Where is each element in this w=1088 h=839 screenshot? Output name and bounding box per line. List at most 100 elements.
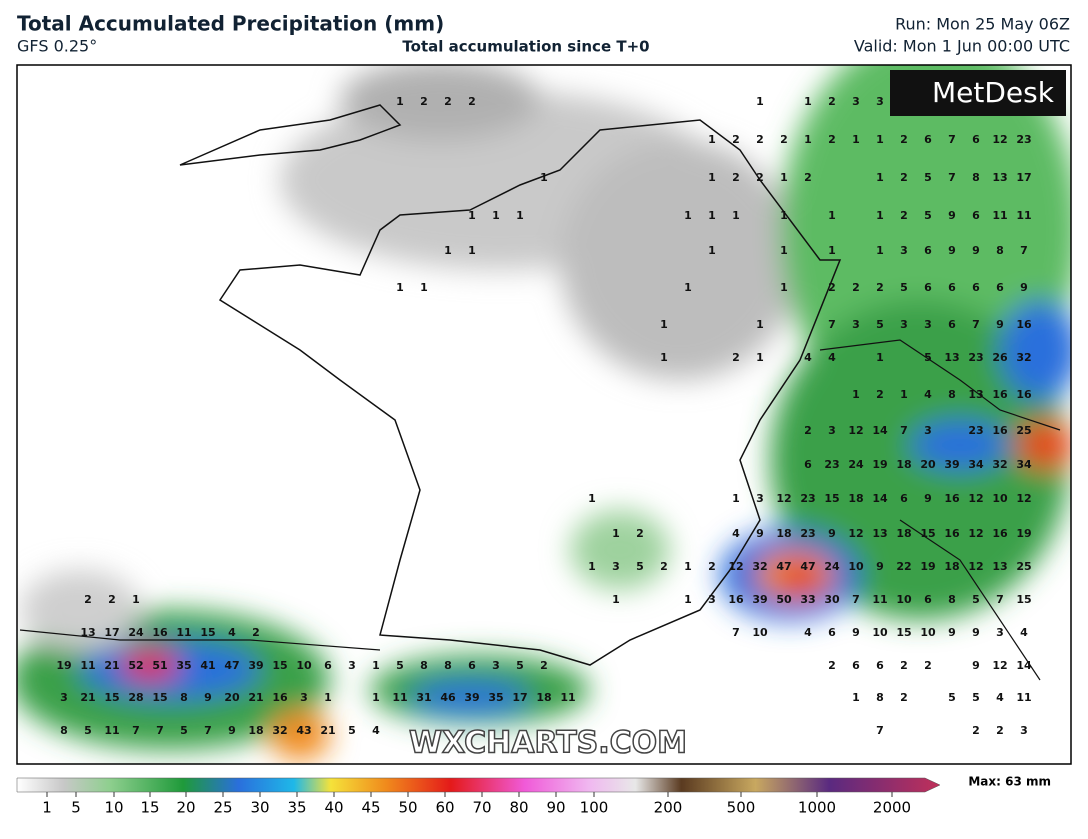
precip-value: 5: [396, 659, 404, 672]
precip-value: 6: [852, 659, 860, 672]
precip-value: 2: [756, 133, 764, 146]
precip-value: 52: [128, 659, 143, 672]
colorbar-label: 200: [654, 799, 683, 817]
precip-value: 6: [972, 133, 980, 146]
precip-value: 8: [60, 724, 68, 737]
precip-value: 2: [900, 171, 908, 184]
precip-value: 21: [320, 724, 335, 737]
precip-value: 3: [60, 691, 68, 704]
precip-value: 7: [948, 133, 956, 146]
precip-value: 3: [492, 659, 500, 672]
precip-value: 16: [944, 492, 960, 505]
colorbar-label: 25: [213, 799, 232, 817]
precip-value: 9: [972, 244, 980, 257]
precip-value: 1: [588, 560, 596, 573]
precip-value: 1: [492, 209, 500, 222]
precip-value: 2: [636, 527, 644, 540]
precip-value: 15: [272, 659, 287, 672]
precip-value: 2: [900, 133, 908, 146]
border: [19, 339, 1061, 681]
precip-value: 1: [612, 527, 620, 540]
precip-value: 6: [468, 659, 476, 672]
precip-value: 1: [372, 659, 380, 672]
precip-value: 1: [708, 209, 716, 222]
precip-value: 1: [324, 691, 332, 704]
precip-value: 2: [996, 724, 1004, 737]
precip-value: 1: [876, 171, 884, 184]
precip-value: 1: [828, 244, 836, 257]
precip-value: 2: [828, 281, 836, 294]
precip-value: 7: [876, 724, 884, 737]
precip-value: 39: [944, 458, 959, 471]
precip-value: 5: [972, 691, 980, 704]
precip-value: 23: [800, 527, 815, 540]
precip-value: 11: [176, 626, 191, 639]
precip-value: 3: [996, 626, 1004, 639]
precip-value: 5: [924, 351, 932, 364]
precip-value: 10: [296, 659, 312, 672]
precip-value: 3: [708, 593, 716, 606]
precip-value: 1: [756, 318, 764, 331]
precip-value: 39: [464, 691, 479, 704]
precip-value: 10: [752, 626, 768, 639]
precip-value: 3: [852, 95, 860, 108]
precip-value: 11: [1016, 691, 1031, 704]
precip-value: 16: [1016, 388, 1032, 401]
precip-value: 17: [104, 626, 119, 639]
precip-value: 34: [1016, 458, 1032, 471]
precip-value: 12: [728, 560, 743, 573]
precip-value: 1: [828, 209, 836, 222]
precip-value: 6: [324, 659, 332, 672]
precip-value: 47: [800, 560, 815, 573]
precip-value: 20: [920, 458, 936, 471]
precip-value: 2: [108, 593, 116, 606]
colorbar-label: 70: [472, 799, 491, 817]
precip-value: 23: [1016, 133, 1031, 146]
precip-value: 10: [848, 560, 864, 573]
precip-value: 11: [992, 209, 1007, 222]
precip-value: 12: [992, 133, 1007, 146]
precip-value: 14: [872, 424, 888, 437]
precip-value: 2: [828, 95, 836, 108]
precip-value: 1: [876, 133, 884, 146]
precip-value: 26: [992, 351, 1008, 364]
precip-value: 2: [252, 626, 260, 639]
precip-value: 9: [948, 209, 956, 222]
precip-value: 34: [968, 458, 984, 471]
precip-value: 32: [752, 560, 767, 573]
precip-value: 7: [948, 171, 956, 184]
precip-value: 9: [1020, 281, 1028, 294]
precip-value: 12: [968, 560, 983, 573]
precip-value: 16: [992, 424, 1008, 437]
precip-value: 1: [900, 388, 908, 401]
precip-value: 6: [948, 281, 956, 294]
precip-value: 10: [920, 626, 936, 639]
precip-value: 25: [1016, 424, 1031, 437]
precip-value: 17: [512, 691, 527, 704]
precip-value: 5: [636, 560, 644, 573]
precip-value: 3: [828, 424, 836, 437]
precip-value: 41: [200, 659, 215, 672]
precip-value: 8: [420, 659, 428, 672]
precip-value: 32: [272, 724, 287, 737]
precip-value: 12: [1016, 492, 1031, 505]
colorbar-ticks: 1 5 10 15 20 25 30 35 40 45 50 60 70 80 90 100 200 500 100…: [42, 792, 911, 817]
precip-value: 13: [968, 388, 983, 401]
precip-value: 6: [972, 281, 980, 294]
precip-value: 23: [800, 492, 815, 505]
colorbar-label: 30: [250, 799, 269, 817]
precip-value: 3: [900, 244, 908, 257]
precip-value: 1: [660, 351, 668, 364]
precip-value: 50: [776, 593, 792, 606]
precip-value: 1: [660, 318, 668, 331]
precip-value: 46: [440, 691, 456, 704]
precip-value: 12: [848, 527, 863, 540]
precip-value: 8: [972, 171, 980, 184]
precip-value: 5: [84, 724, 92, 737]
precip-value: 25: [1016, 560, 1031, 573]
colorbar-label: 500: [727, 799, 756, 817]
precip-value: 4: [996, 691, 1004, 704]
precip-value: 1: [684, 593, 692, 606]
precip-value: 1: [852, 388, 860, 401]
precip-value: 1: [708, 133, 716, 146]
